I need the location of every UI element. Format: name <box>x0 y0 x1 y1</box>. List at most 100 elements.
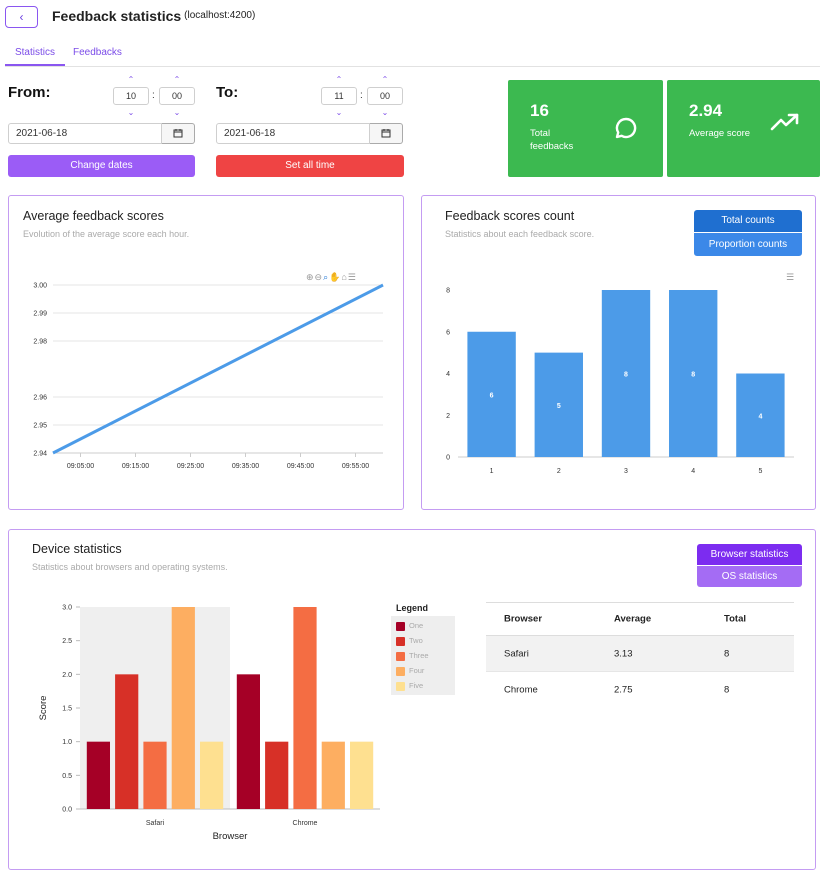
bar-data-label: 8 <box>624 372 628 379</box>
tab-statistics[interactable]: Statistics <box>5 44 65 66</box>
page-title-text: Feedback statistics <box>52 8 182 24</box>
y-tick-label: 1.5 <box>62 706 72 713</box>
browser-statistics-button[interactable]: Browser statistics <box>697 544 802 565</box>
x-tick-label: 1 <box>490 468 494 475</box>
total-feedbacks-label-line1: Total <box>530 128 551 139</box>
zoom-out-icon[interactable]: ⊖ <box>314 272 324 282</box>
y-tick-label: 3.00 <box>33 283 47 290</box>
table-row: Safari 3.13 8 <box>486 636 794 672</box>
tab-feedbacks[interactable]: Feedbacks <box>73 47 122 58</box>
x-tick-label: 3 <box>624 468 628 475</box>
x-axis-label: Browser <box>213 831 248 842</box>
page-title: Feedback statistics (localhost:4200) <box>52 8 255 24</box>
average-score-label: Average score <box>689 128 751 139</box>
x-tick-label: 5 <box>758 468 762 475</box>
x-tick-label: 09:35:00 <box>232 463 259 470</box>
menu-icon[interactable]: ☰ <box>786 272 795 282</box>
y-tick-label: 0 <box>446 455 450 462</box>
total-counts-button[interactable]: Total counts <box>694 210 802 232</box>
set-all-time-button[interactable]: Set all time <box>216 155 404 177</box>
series-line <box>52 283 384 455</box>
from-calendar-button[interactable] <box>162 123 195 144</box>
bar <box>171 607 195 809</box>
legend-item[interactable]: One <box>396 621 423 631</box>
x-tick-label: 09:15:00 <box>122 463 149 470</box>
to-minute-down-icon[interactable]: ⌄ <box>381 108 389 117</box>
x-tick-label: 4 <box>691 468 695 475</box>
table-cell: 8 <box>724 684 730 696</box>
bar <box>200 741 224 809</box>
from-date-input[interactable]: 2021-06-18 <box>8 123 162 144</box>
bar <box>669 290 718 457</box>
legend-item[interactable]: Two <box>396 636 423 646</box>
average-scores-panel: Average feedback scores Evolution of the… <box>8 195 404 510</box>
column-header-average: Average <box>614 613 652 625</box>
pan-hand-icon[interactable]: ✋ <box>329 272 342 282</box>
panel-title: Device statistics <box>32 542 122 556</box>
legend-item[interactable]: Four <box>396 666 424 676</box>
column-header-browser: Browser <box>504 613 543 625</box>
home-icon[interactable]: ⌂ <box>341 272 348 282</box>
to-time-colon: : <box>360 90 363 101</box>
zoom-select-icon[interactable]: ⌕ <box>323 272 330 282</box>
menu-icon[interactable]: ☰ <box>347 272 357 282</box>
chart-legend: One Two Three Four Five <box>391 616 455 695</box>
bar <box>265 741 289 809</box>
bar <box>467 331 516 457</box>
chevron-left-icon: ‹ <box>19 10 24 24</box>
to-hour-input[interactable]: 11 <box>321 87 357 105</box>
bar-data-label: 8 <box>691 372 695 379</box>
legend-item[interactable]: Five <box>396 681 423 691</box>
device-bar-chart: 0.0 0.5 1.0 1.5 2.0 2.5 3.0 Safari Chrome Browser… <box>38 605 380 842</box>
calendar-icon <box>381 129 391 138</box>
os-statistics-button[interactable]: OS statistics <box>697 566 802 587</box>
bar <box>736 373 785 457</box>
panel-subtitle: Evolution of the average score each hour… <box>23 229 190 239</box>
column-header-total: Total <box>724 613 746 625</box>
y-tick-label: 2.5 <box>62 638 72 645</box>
to-date-input[interactable]: 2021-06-18 <box>216 123 370 144</box>
y-tick-label: 2.0 <box>62 672 72 679</box>
legend-label: Four <box>409 666 425 675</box>
to-hour-down-icon[interactable]: ⌄ <box>335 108 343 117</box>
y-tick-label: 8 <box>446 288 450 295</box>
from-hour-input[interactable]: 10 <box>113 87 149 105</box>
legend-swatch <box>396 621 405 631</box>
legend-label: Three <box>409 651 429 660</box>
calendar-icon <box>173 129 183 138</box>
from-hour-up-icon[interactable]: ⌃ <box>127 75 135 84</box>
to-hour-up-icon[interactable]: ⌃ <box>335 75 343 84</box>
legend-swatch <box>396 651 405 661</box>
y-tick-label: 1.0 <box>62 739 72 746</box>
y-tick-label: 0.0 <box>62 807 72 814</box>
panel-subtitle: Statistics about each feedback score. <box>445 229 595 239</box>
legend-label: One <box>409 621 424 630</box>
from-minute-down-icon[interactable]: ⌄ <box>173 108 181 117</box>
bar <box>321 741 345 809</box>
to-minute-up-icon[interactable]: ⌃ <box>381 75 389 84</box>
legend-item[interactable]: Three <box>396 651 429 661</box>
total-feedbacks-label-line2: feedbacks <box>530 141 574 152</box>
tab-bar: Statistics Feedbacks <box>5 44 820 67</box>
bar <box>115 674 139 809</box>
to-minute-input[interactable]: 00 <box>367 87 403 105</box>
legend-label: Two <box>409 636 423 645</box>
back-button[interactable]: ‹ <box>5 6 38 28</box>
panel-title: Feedback scores count <box>445 209 575 223</box>
bar <box>86 741 110 809</box>
zoom-in-icon[interactable]: ⊕ <box>306 272 315 282</box>
x-tick-label: 09:55:00 <box>342 463 369 470</box>
from-hour-down-icon[interactable]: ⌄ <box>127 108 135 117</box>
legend-title: Legend <box>396 603 429 613</box>
proportion-counts-button[interactable]: Proportion counts <box>694 233 802 256</box>
y-tick-label: 4 <box>446 371 450 378</box>
y-tick-label: 3.0 <box>62 605 72 612</box>
change-dates-button[interactable]: Change dates <box>8 155 195 177</box>
to-calendar-button[interactable] <box>370 123 403 144</box>
from-minute-up-icon[interactable]: ⌃ <box>173 75 181 84</box>
y-tick-label: 2.98 <box>33 339 47 346</box>
average-line-chart: 3.00 2.99 2.98 2.96 2.95 2.94 09:05:00 09:15:00… <box>33 283 384 470</box>
page-host: (localhost:4200) <box>184 10 256 21</box>
trending-up-icon <box>770 113 799 131</box>
from-minute-input[interactable]: 00 <box>159 87 195 105</box>
